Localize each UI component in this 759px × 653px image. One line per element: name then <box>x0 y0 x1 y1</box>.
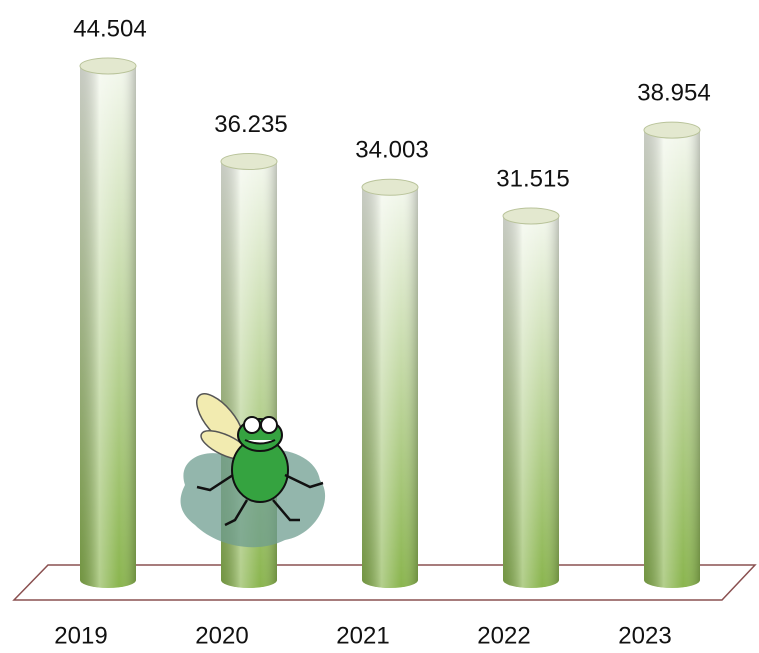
x-tick-label: 2022 <box>477 622 530 649</box>
mosquito-illustration <box>180 393 326 548</box>
bar-shade-side <box>644 130 700 588</box>
x-tick-label: 2021 <box>336 622 389 649</box>
bar <box>361 178 419 588</box>
bar <box>502 207 560 588</box>
bar-shade-side <box>362 187 418 588</box>
value-label: 36.235 <box>214 111 287 138</box>
bar-shade-side <box>503 216 559 588</box>
x-tick-label: 2023 <box>618 622 671 649</box>
x-tick-label: 2019 <box>54 622 107 649</box>
bar <box>643 121 701 588</box>
bar-top <box>361 178 419 196</box>
x-tick-label: 2020 <box>195 622 248 649</box>
bar-top <box>643 121 701 139</box>
value-label: 31.515 <box>496 165 569 192</box>
bar <box>79 57 137 588</box>
bar-shade-side <box>80 65 136 588</box>
value-label: 38.954 <box>637 79 710 106</box>
bar-top <box>220 152 278 170</box>
bar-top <box>79 57 137 75</box>
bar-top <box>502 207 560 225</box>
value-label: 34.003 <box>355 137 428 164</box>
value-label: 44.504 <box>73 15 146 42</box>
